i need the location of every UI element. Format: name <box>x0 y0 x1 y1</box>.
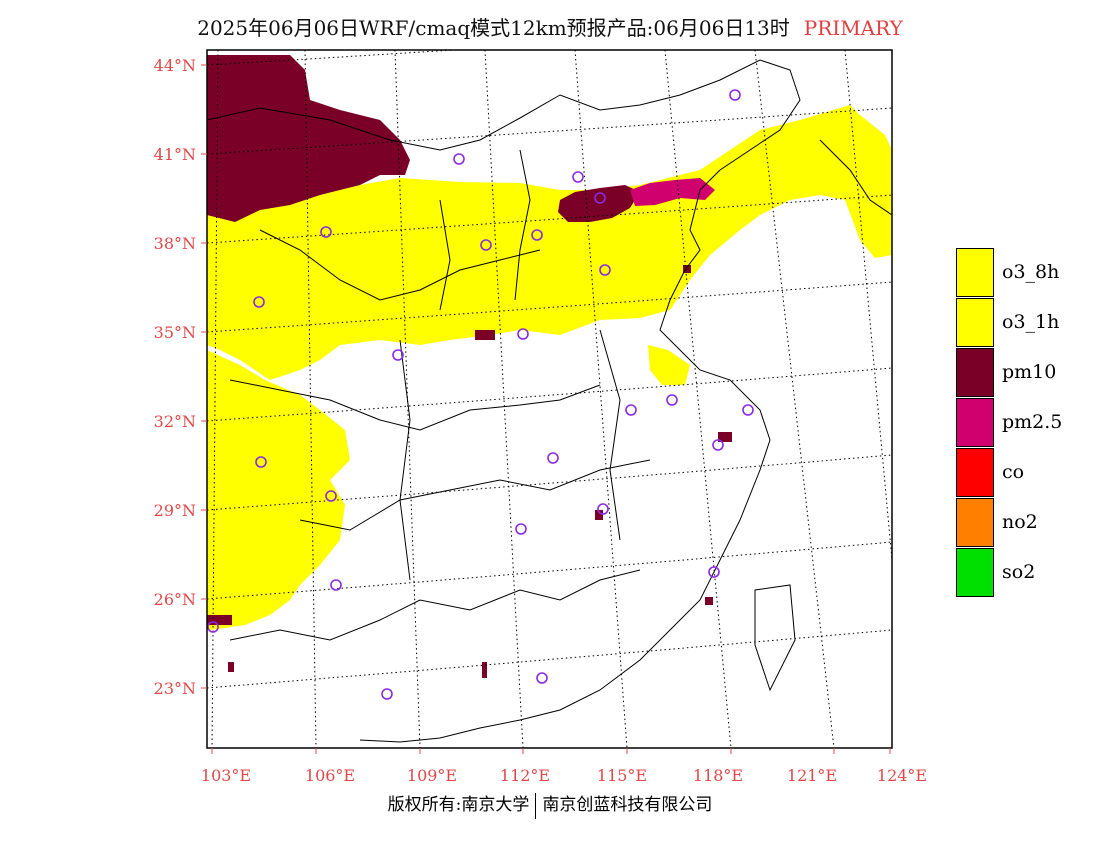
lon-label-106: 106°E <box>305 766 355 785</box>
pm10-spot <box>705 597 713 605</box>
legend-item-co: co <box>956 448 1096 498</box>
station-markers <box>207 89 754 700</box>
legend-swatch <box>956 298 994 347</box>
lat-label-29: 29°N <box>154 501 196 520</box>
axis-ticks <box>201 64 891 754</box>
lat-label-23: 23°N <box>154 679 196 698</box>
legend-label: o3_1h <box>1002 311 1060 333</box>
o3-region-north <box>207 105 892 380</box>
map-title: 2025年06月06日WRF/cmaq模式12km预报产品:06月06日13时 P… <box>0 12 1100 41</box>
lon-label-124: 124°E <box>877 766 927 785</box>
lon-label-118: 118°E <box>693 766 743 785</box>
footer-separator <box>535 792 537 819</box>
copyright-right: 南京创蓝科技有限公司 <box>542 795 713 815</box>
legend-label: no2 <box>1002 511 1038 533</box>
pm10-region-northwest <box>207 55 410 222</box>
legend-item-pm10: pm10 <box>956 348 1096 398</box>
title-main: 2025年06月06日WRF/cmaq模式12km预报产品:06月06日13时 <box>197 16 790 40</box>
pm10-spot <box>228 662 234 672</box>
legend-item-pm25: pm2.5 <box>956 398 1096 448</box>
boundaries <box>207 59 892 743</box>
legend-swatch <box>956 498 994 547</box>
pm25-region-tianjin <box>630 178 715 206</box>
pm10-spot <box>718 432 732 442</box>
pollutant-legend: o3_8h o3_1h pm10 pm2.5 co no2 so2 <box>956 248 1096 598</box>
o3-region-southwest <box>207 350 350 630</box>
legend-swatch <box>956 398 994 447</box>
lon-label-112: 112°E <box>500 766 550 785</box>
legend-label: pm10 <box>1002 361 1057 383</box>
lat-label-44: 44°N <box>154 56 196 75</box>
legend-item-no2: no2 <box>956 498 1096 548</box>
map-frame <box>206 49 893 749</box>
copyright-left: 版权所有:南京大学 <box>387 795 530 815</box>
legend-label: co <box>1002 461 1025 483</box>
legend-swatch <box>956 248 994 297</box>
pm10-spot <box>595 510 603 520</box>
lat-label-26: 26°N <box>154 590 196 609</box>
legend-label: pm2.5 <box>1002 411 1063 433</box>
legend-item-o3-1h: o3_1h <box>956 298 1096 348</box>
lon-label-115: 115°E <box>597 766 647 785</box>
lat-label-32: 32°N <box>154 412 196 431</box>
legend-swatch <box>956 548 994 597</box>
legend-item-so2: so2 <box>956 548 1096 598</box>
o3-patch-east <box>648 345 690 385</box>
title-tag: PRIMARY <box>803 16 903 40</box>
lon-label-103: 103°E <box>201 766 251 785</box>
pm10-spot <box>683 265 691 273</box>
legend-swatch <box>956 348 994 397</box>
legend-swatch <box>956 448 994 497</box>
legend-label: o3_8h <box>1002 261 1060 283</box>
pm10-spot <box>482 662 487 678</box>
lat-label-38: 38°N <box>154 234 196 253</box>
legend-item-o3-8h: o3_8h <box>956 248 1096 298</box>
lon-label-121: 121°E <box>787 766 837 785</box>
legend-label: so2 <box>1002 561 1036 583</box>
pm10-spot <box>207 615 232 625</box>
pm10-spot <box>475 330 495 340</box>
copyright-footer: 版权所有:南京大学 南京创蓝科技有限公司 <box>0 790 1100 819</box>
lat-label-35: 35°N <box>154 323 196 342</box>
lat-label-41: 41°N <box>154 145 196 164</box>
lon-label-109: 109°E <box>407 766 457 785</box>
